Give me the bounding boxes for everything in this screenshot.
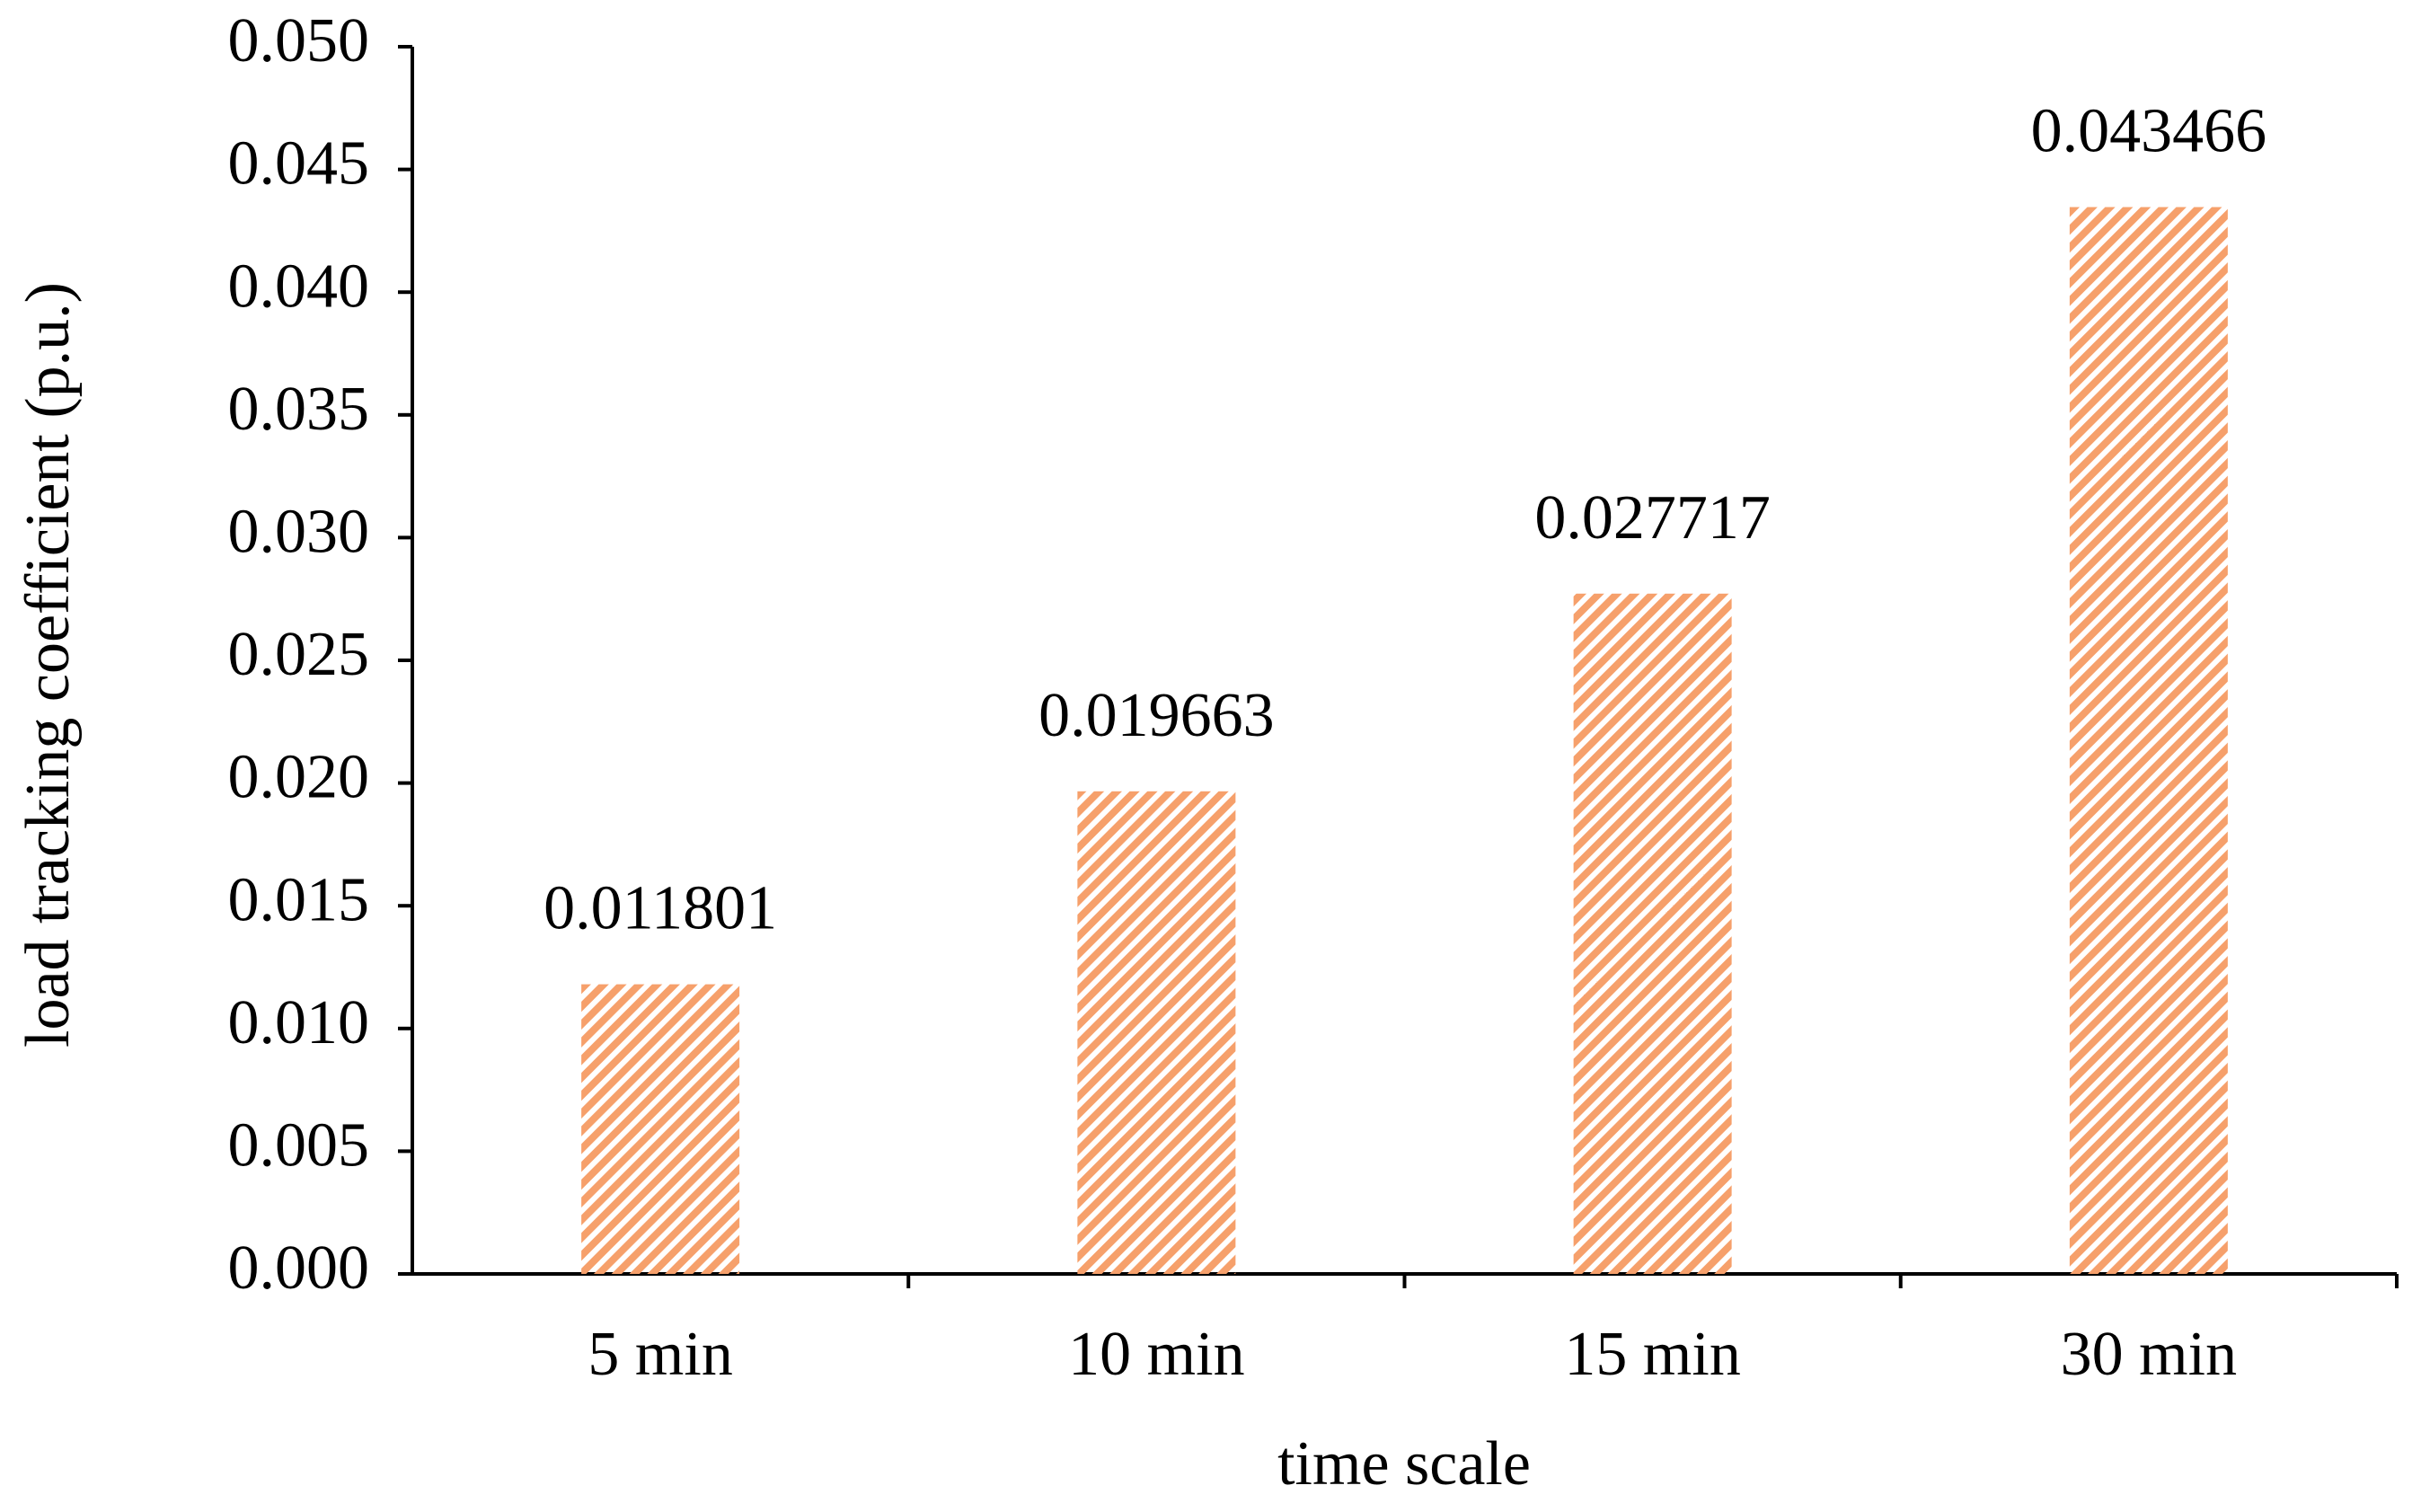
- x-tick-label: 10 min: [1068, 1320, 1244, 1389]
- y-tick-label: 0.005: [228, 1110, 370, 1180]
- data-label: 0.043466: [2031, 97, 2267, 166]
- y-axis-label: load tracking coefficient (p.u.): [13, 282, 83, 1048]
- y-tick-label: 0.040: [228, 252, 370, 321]
- y-tick-label: 0.035: [228, 375, 370, 444]
- bar: [2069, 207, 2228, 1274]
- bar: [581, 984, 740, 1274]
- data-label: 0.019663: [1038, 681, 1275, 750]
- y-tick-label: 0.050: [228, 6, 370, 75]
- bar: [1077, 791, 1236, 1274]
- y-tick-label: 0.025: [228, 620, 370, 689]
- y-tick-label: 0.000: [228, 1233, 370, 1303]
- data-label: 0.027717: [1534, 483, 1771, 553]
- x-tick-label: 15 min: [1564, 1320, 1740, 1389]
- y-tick-label: 0.045: [228, 129, 370, 199]
- y-tick-label: 0.020: [228, 743, 370, 812]
- y-tick-label: 0.030: [228, 497, 370, 566]
- data-label: 0.011801: [543, 874, 777, 943]
- y-tick-label: 0.010: [228, 988, 370, 1057]
- x-axis-label: time scale: [1277, 1429, 1531, 1499]
- bar: [1573, 593, 1732, 1274]
- y-tick-label: 0.015: [228, 865, 370, 934]
- x-tick-label: 30 min: [2061, 1320, 2237, 1389]
- x-tick-label: 5 min: [588, 1320, 732, 1389]
